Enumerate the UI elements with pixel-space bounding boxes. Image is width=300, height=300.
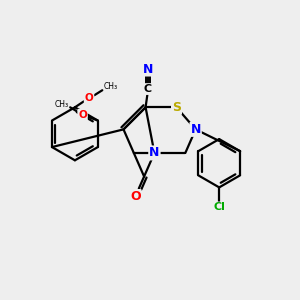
Text: C: C <box>144 84 152 94</box>
Text: N: N <box>190 123 201 136</box>
Text: N: N <box>149 146 160 159</box>
Text: CH₃: CH₃ <box>103 82 118 91</box>
Text: Cl: Cl <box>213 202 225 212</box>
Text: O: O <box>85 94 93 103</box>
Text: S: S <box>172 101 181 114</box>
Text: O: O <box>78 110 87 120</box>
Text: N: N <box>143 62 153 76</box>
Text: CH₃: CH₃ <box>55 100 69 109</box>
Text: O: O <box>130 190 141 203</box>
